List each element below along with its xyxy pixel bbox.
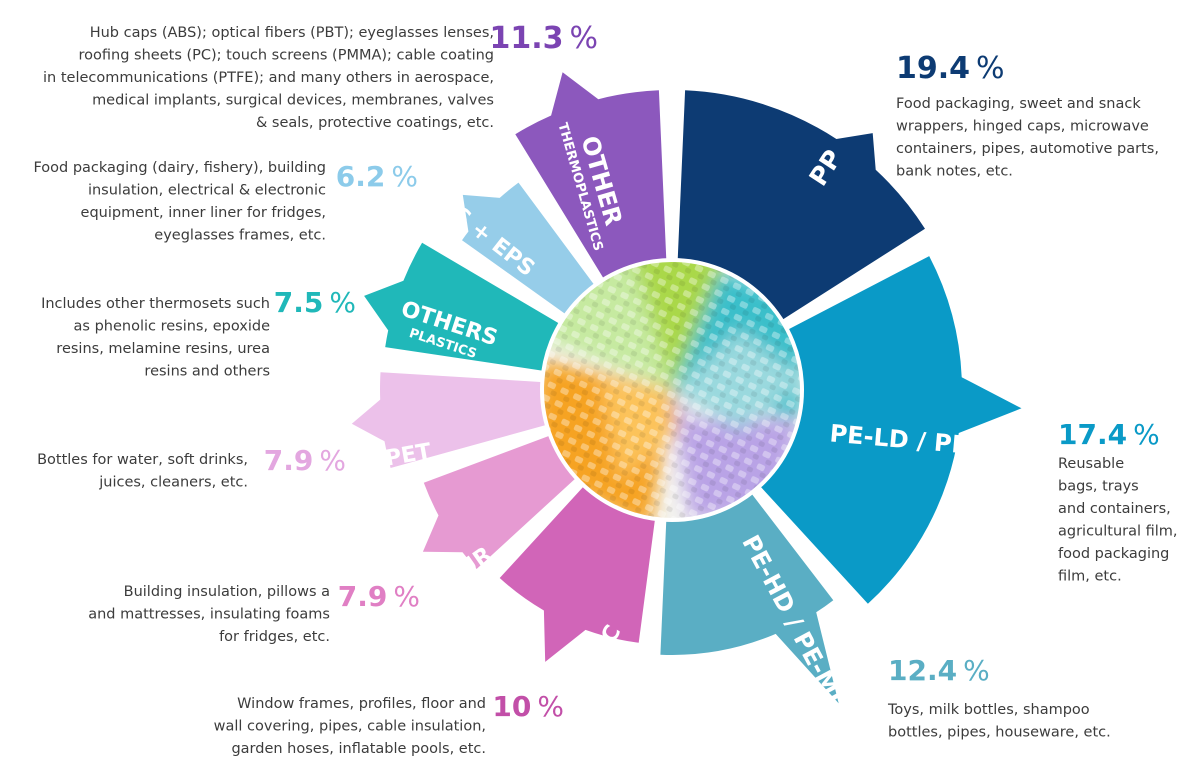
description-pet: Bottles for water, soft drinks, juices, c…: [37, 452, 248, 491]
description-pe-hd-pe-md: Toys, milk bottles, shampoo bottles, pipe…: [887, 702, 1111, 741]
percentage-label-ps-eps: 6.2%: [336, 160, 418, 193]
description-pvc: Window frames, profiles, floor and wall c…: [214, 696, 486, 757]
description-other: Hub caps (ABS); optical fibers (PBT); ey…: [43, 25, 494, 131]
pie-slice-pvc: [499, 484, 656, 662]
pie-slice-pp: [677, 90, 925, 322]
pie-slice-pur: [422, 434, 578, 569]
percentage-label-pe-hd-pe-md: 12.4%: [888, 654, 990, 687]
pie-slice-pe-hd-pe-md: [660, 491, 839, 704]
pie-slice-others: [364, 242, 562, 372]
percentage-label-other: 11.3%: [489, 21, 598, 56]
percentage-label-pp: 19.4%: [896, 51, 1005, 86]
pie-slice-pet: [351, 372, 549, 468]
percentage-label-pur: 7.9%: [338, 580, 420, 613]
pie-slice-pe-ld-pe-lld: [758, 256, 1022, 604]
pie-slice-other: [515, 72, 667, 281]
description-ps-eps: Food packaging (dairy, fishery), buildin…: [33, 160, 326, 244]
pie-slice-ps-eps: [462, 182, 596, 316]
percentage-label-pet: 7.9%: [264, 444, 346, 477]
description-pur: Building insulation, pillows a and mattre…: [88, 584, 330, 645]
percentage-label-others: 7.5%: [274, 286, 356, 319]
percentage-label-pvc: 10%: [492, 690, 564, 723]
description-pe-ld-pe-lld: Reusable bags, trays and containers, agricu…: [1058, 456, 1178, 585]
description-others: Includes other thermosets such as phenoli…: [41, 296, 270, 380]
percentage-label-pe-ld-pe-lld: 17.4%: [1058, 418, 1160, 451]
description-pp: Food packaging, sweet and snack wrappers,…: [896, 96, 1159, 180]
